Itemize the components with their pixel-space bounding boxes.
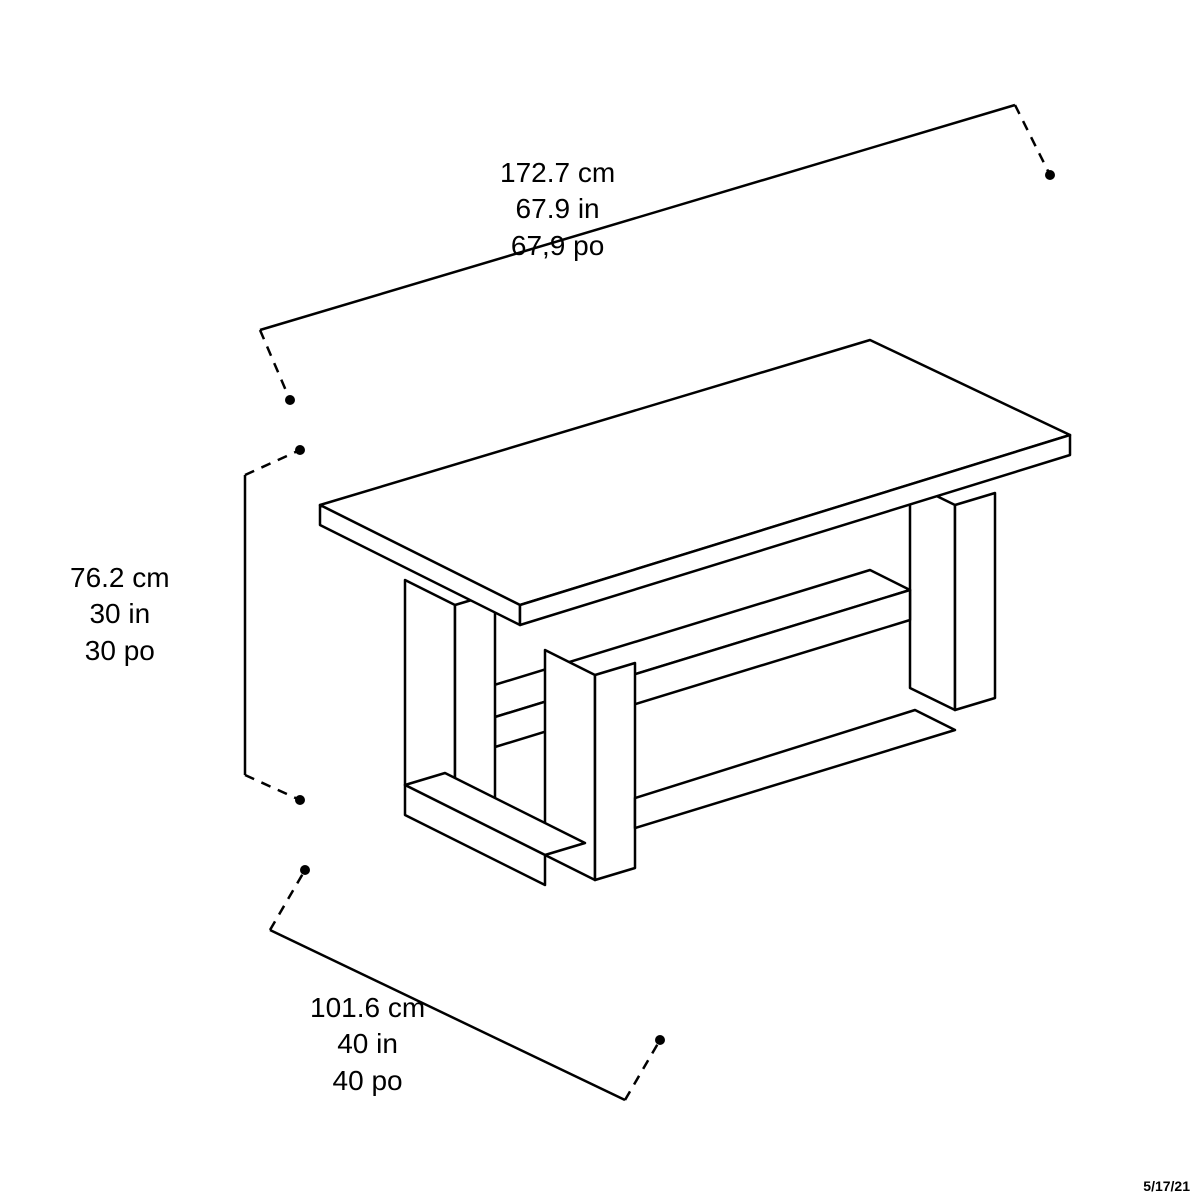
dim-depth-in: 40 in (310, 1026, 425, 1062)
dim-depth-po: 40 po (310, 1063, 425, 1099)
dim-height-cm: 76.2 cm (70, 560, 170, 596)
dim-depth-cm: 101.6 cm (310, 990, 425, 1026)
dim-height-in: 30 in (70, 596, 170, 632)
dim-height-label: 76.2 cm 30 in 30 po (70, 560, 170, 669)
dim-depth-label: 101.6 cm 40 in 40 po (310, 990, 425, 1099)
table-drawing (320, 340, 1070, 885)
dim-length-label: 172.7 cm 67.9 in 67,9 po (500, 155, 615, 264)
dim-height-po: 30 po (70, 633, 170, 669)
dim-length-po: 67,9 po (500, 228, 615, 264)
dim-length-in: 67.9 in (500, 191, 615, 227)
footer-date: 5/17/21 (1143, 1178, 1190, 1194)
dim-length-cm: 172.7 cm (500, 155, 615, 191)
